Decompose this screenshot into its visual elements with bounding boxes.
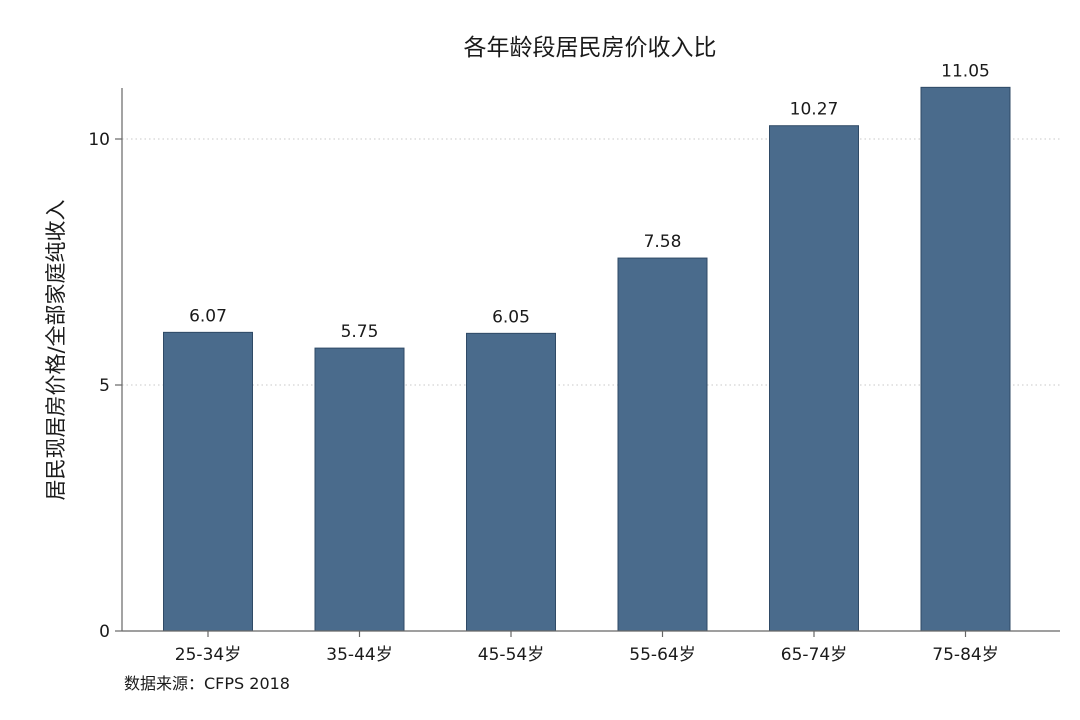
bar — [769, 125, 859, 632]
bars: 6.07 5.75 6.05 7.58 10.27 11.05 — [163, 61, 1011, 632]
bar — [163, 331, 253, 632]
x-tick-label: 45-54岁 — [478, 645, 544, 665]
gridlines — [122, 138, 1060, 386]
bar — [617, 257, 708, 632]
y-axis-label: 居民现居房价格/全部家庭纯收入 — [44, 199, 68, 500]
bar-value-label: 5.75 — [341, 322, 379, 342]
x-tick-label: 65-74岁 — [781, 645, 847, 665]
x-tick-label: 75-84岁 — [932, 645, 998, 665]
bar — [466, 332, 556, 632]
x-tick-label: 35-44岁 — [326, 645, 392, 665]
chart-title: 各年龄段居民房价收入比 — [464, 35, 717, 61]
bar — [920, 86, 1011, 632]
y-tick-label: 0 — [99, 622, 110, 642]
y-tick-label: 5 — [99, 376, 110, 396]
data-source-note: 数据来源：CFPS 2018 — [124, 674, 290, 693]
x-tick-labels: 25-34岁 35-44岁 45-54岁 55-64岁 65-74岁 75-84岁 — [175, 631, 999, 665]
bar — [314, 347, 405, 632]
x-tick-label: 55-64岁 — [629, 645, 695, 665]
y-ticks: 0 5 10 — [88, 130, 122, 642]
bar-value-label: 6.05 — [492, 307, 530, 327]
x-tick-label: 25-34岁 — [175, 645, 241, 665]
y-tick-label: 10 — [88, 130, 110, 150]
bar-value-label: 11.05 — [941, 61, 990, 81]
bar-value-label: 7.58 — [644, 232, 682, 252]
bar-value-label: 6.07 — [189, 306, 227, 326]
bar-value-label: 10.27 — [790, 100, 839, 120]
